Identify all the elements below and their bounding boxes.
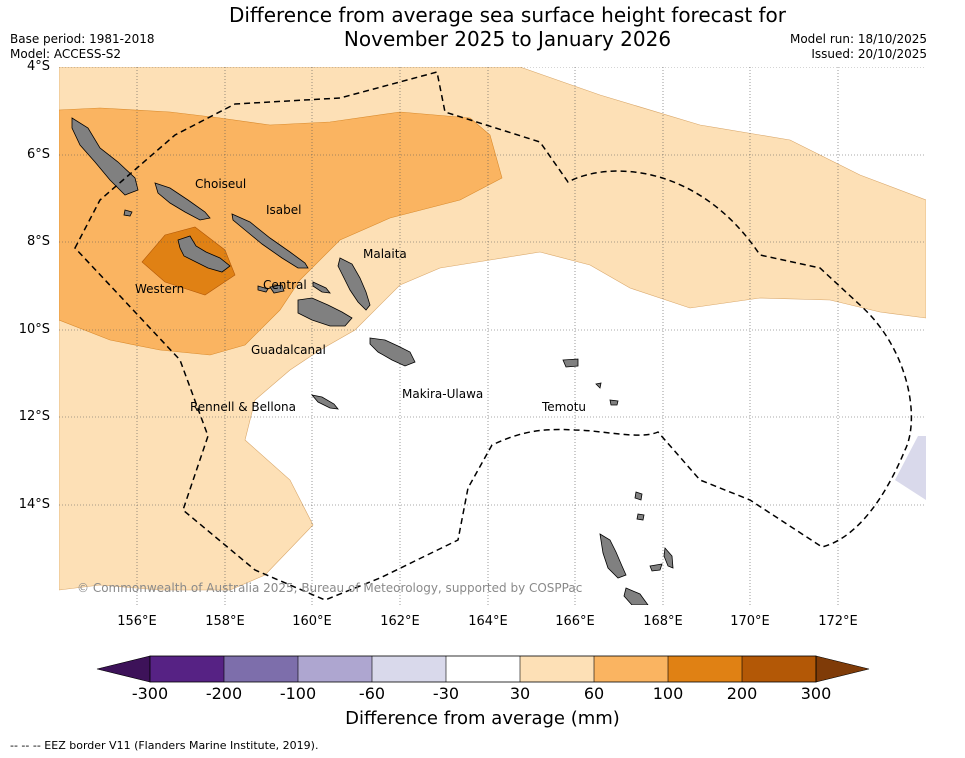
colorbar-tick: 100: [652, 684, 684, 703]
province-label: Choiseul: [195, 177, 246, 191]
province-label: Malaita: [363, 247, 407, 261]
issued-date: Issued: 20/10/2025: [811, 47, 927, 61]
eez-border: [74, 71, 913, 601]
vanikoro-island: [609, 399, 619, 406]
colorbar-tick: -300: [131, 684, 169, 703]
efate-island: [623, 587, 649, 605]
small-island-6: [312, 281, 331, 294]
province-label: Rennell & Bellona: [190, 400, 296, 414]
small-island-5: [123, 209, 133, 217]
bougainville-island: [71, 117, 139, 196]
gridlines: [59, 67, 926, 605]
santa-cruz-island: [562, 358, 579, 368]
map-title: Difference from average sea surface heig…: [0, 3, 965, 51]
malekula-island: [663, 547, 674, 569]
colorbar-bin: [372, 656, 446, 682]
small-island-3: [257, 285, 269, 293]
model-name: Model: ACCESS-S2: [10, 47, 122, 61]
florida-island: [269, 284, 285, 294]
isabel-island: [231, 213, 309, 269]
makira-island: [369, 337, 416, 367]
colorbar-tick: -60: [358, 684, 386, 703]
province-label: Temotu: [541, 400, 586, 414]
new-georgia-island: [177, 235, 231, 273]
colorbar-tick: -30: [432, 684, 460, 703]
colorbar-bin: [594, 656, 668, 682]
colorbar-tick: 30: [509, 684, 531, 703]
province-label: Western: [135, 282, 184, 296]
lon-label: 172°E: [818, 614, 858, 629]
model-run: Model run: 18/10/2025: [789, 32, 927, 46]
colorbar-tick: -200: [205, 684, 243, 703]
anomaly-region-100-200: [141, 226, 236, 296]
malaita-island: [337, 257, 371, 311]
colorbar-bin: [150, 656, 224, 682]
lat-label: 10°S: [18, 322, 50, 337]
colorbar-min-arrow: [96, 655, 151, 683]
title-line-1: Difference from average sea surface heig…: [228, 3, 787, 27]
guadalcanal-island: [297, 297, 353, 327]
colorbar-bin: [520, 656, 594, 682]
choiseul-island: [154, 182, 211, 221]
colorbar-tick: -100: [279, 684, 317, 703]
lat-label: 12°S: [18, 409, 50, 424]
anomaly-region-60-100: [59, 107, 503, 356]
colorbar: [96, 655, 870, 683]
landmasses: [71, 117, 674, 605]
lon-label: 164°E: [468, 614, 508, 629]
meta-left: Base period: 1981-2018 Model: ACCESS-S2: [10, 32, 155, 62]
lon-label: 162°E: [380, 614, 420, 629]
colorbar-tick: 60: [583, 684, 605, 703]
colorbar-bin: [742, 656, 816, 682]
colorbar-bin: [224, 656, 298, 682]
espiritu-santo-island: [599, 533, 627, 579]
lon-label: 156°E: [117, 614, 157, 629]
province-label: Isabel: [266, 203, 301, 217]
colorbar-max-arrow: [815, 655, 870, 683]
lon-label: 160°E: [292, 614, 332, 629]
title-line-2: November 2025 to January 2026: [343, 27, 672, 51]
copyright-notice: © Commonwealth of Australia 2025, Bureau…: [77, 581, 582, 595]
meta-right: Model run: 18/10/2025 Issued: 20/10/2025: [790, 32, 927, 62]
small-island-1: [634, 491, 643, 501]
lon-label: 168°E: [643, 614, 683, 629]
lat-label: 8°S: [26, 234, 50, 249]
colorbar-bin: [668, 656, 742, 682]
anomaly-region-neg-60-30: [895, 436, 926, 500]
colorbar-title: Difference from average (mm): [345, 708, 620, 729]
colorbar-bin: [446, 656, 520, 682]
colorbar-tick: 300: [800, 684, 832, 703]
province-label: Central: [263, 278, 307, 292]
small-island-2: [636, 513, 645, 521]
lon-label: 166°E: [555, 614, 595, 629]
lat-label: 6°S: [26, 147, 50, 162]
province-label: Makira-Ulawa: [402, 387, 483, 401]
province-labels: Choiseul Isabel Malaita Western Central …: [135, 177, 586, 414]
lon-label: 170°E: [730, 614, 770, 629]
colorbar-tick: 200: [726, 684, 758, 703]
rennell-island: [310, 394, 339, 410]
colorbar-bin: [298, 656, 372, 682]
base-period: Base period: 1981-2018: [10, 32, 155, 46]
lat-label: 14°S: [18, 497, 50, 512]
eez-footnote: -- -- -- EEZ border V11 (Flanders Marine…: [10, 739, 319, 752]
ambae-island: [649, 563, 663, 572]
small-island-4: [595, 382, 602, 389]
lat-label: 4°S: [26, 59, 50, 74]
province-label: Guadalcanal: [251, 343, 326, 357]
lon-label: 158°E: [205, 614, 245, 629]
